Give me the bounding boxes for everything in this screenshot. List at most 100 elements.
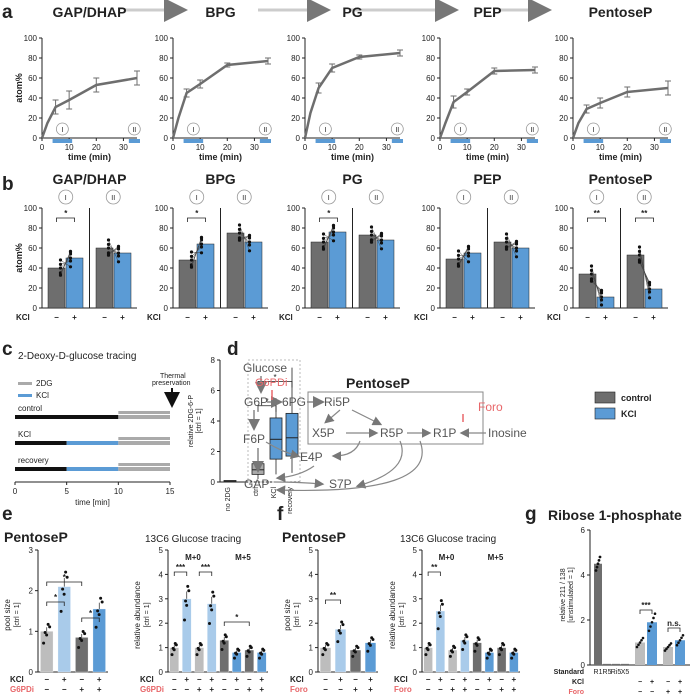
- panel-letter-d: d: [227, 339, 239, 360]
- d-node-r5p: R5P: [380, 426, 403, 440]
- a-xticklabel-3: 20: [490, 143, 499, 152]
- panel-letter-a: a: [2, 2, 13, 23]
- b-group-circle-4: [589, 189, 605, 205]
- g-bar-1: [647, 622, 657, 665]
- a-marker-circle-1: [186, 122, 200, 136]
- b-pair-line-2: [323, 225, 334, 249]
- f-left-inhib-sign-3: +: [368, 685, 373, 694]
- b-title-0: GAP/DHAP: [53, 171, 127, 187]
- c-row-label-0: control: [18, 404, 42, 413]
- e-left-sig1-bracket: [46, 601, 65, 606]
- e-left-yticklabel: 0: [29, 668, 34, 677]
- b-pair-line-4: [639, 262, 650, 284]
- a-stim-bar-ii-1: [259, 139, 271, 143]
- a-yticklabel-2: 20: [291, 114, 300, 123]
- e-right-yticklabel: 0: [159, 668, 164, 677]
- f-right-yticklabel: 1: [413, 644, 418, 653]
- f-right-dot-7: [510, 656, 514, 660]
- e-right-inhib-sign-7: +: [259, 685, 264, 694]
- f-left-ylabel: pool size: [283, 599, 292, 631]
- c-row-seg-1-2: [118, 441, 170, 445]
- e-right-inhib-sign-1: −: [184, 685, 189, 694]
- a-xlabel-0: time (min): [68, 152, 111, 162]
- g-row-standard: Standard: [554, 669, 584, 676]
- c-row-label-1: KCl: [18, 430, 31, 439]
- a-marker-label-1: II: [263, 127, 267, 134]
- a-yticklabel-3: 100: [422, 34, 436, 43]
- b-dot-1: [189, 254, 194, 258]
- b-dot-4: [647, 290, 652, 294]
- b-bar-2-0: [310, 241, 329, 309]
- e-right-kcl-sign-6: −: [247, 675, 252, 684]
- a-yticklabel-0: 20: [28, 114, 37, 123]
- b-row-label-2: KCl: [279, 313, 293, 322]
- b-sign-3-2: −: [500, 313, 505, 322]
- e-left-dot-3: [100, 600, 104, 604]
- c-row-seg-1-1: [66, 441, 119, 445]
- a-marker-label-0: II: [132, 127, 136, 134]
- b-group-label-1: I: [196, 195, 198, 202]
- b-dot-3: [456, 249, 461, 253]
- b-yticklabel-1: 20: [159, 284, 168, 293]
- d-arrow-x5p-e4p: [331, 440, 361, 461]
- b-bar-3-3: [511, 247, 530, 309]
- g-yticklabel: 0: [581, 661, 586, 670]
- a-xticklabel-1: 30: [250, 143, 259, 152]
- g-row-kcl: KCl: [572, 679, 584, 686]
- b-dot-2: [379, 241, 384, 245]
- b-pair-line-3: [506, 241, 517, 250]
- f-left-yticklabel: 3: [309, 595, 314, 604]
- f-left-dot-3: [368, 643, 372, 647]
- f-left-dot-2: [353, 650, 357, 654]
- b-dot-4: [637, 245, 642, 249]
- b-group-label-1: II: [242, 195, 246, 202]
- b-dot-0: [58, 262, 63, 266]
- e-right-kcl-sign-5: +: [234, 675, 239, 684]
- b-dot-4: [647, 281, 652, 285]
- c-box-category-1: ctrl: [253, 487, 260, 497]
- e-left-inhib-sign-2: +: [79, 685, 84, 694]
- a-yticklabel-4: 40: [559, 94, 568, 103]
- g-foro-sign-1: −: [650, 689, 654, 695]
- b-pair-line-2: [371, 233, 382, 243]
- a-xticklabel-0: 10: [65, 143, 74, 152]
- f-left-inhib-label: Foro: [290, 685, 308, 694]
- e-left-inhib-sign-1: −: [62, 685, 67, 694]
- a-xlabel-2: time (min): [331, 152, 374, 162]
- b-sig-bracket-1: [187, 217, 206, 222]
- a-series-line-4: [571, 86, 669, 139]
- b-sign-4-2: −: [633, 313, 638, 322]
- e-right-kcl-sign-1: +: [184, 675, 189, 684]
- c-timeline-ticklabel: 15: [166, 487, 175, 496]
- f-left-kcl-sign-1: +: [338, 675, 343, 684]
- panel-letter-e: e: [2, 504, 13, 525]
- e-left-yticklabel: 3: [29, 546, 34, 555]
- b-dot-2: [321, 232, 326, 236]
- g-dot-1: [647, 629, 651, 633]
- e-right-ylabel: relative abundance: [133, 581, 142, 649]
- b-yticklabel-1: 40: [159, 264, 168, 273]
- b-pair-line-1: [239, 235, 250, 241]
- a-yticklabel-3: 80: [426, 54, 435, 63]
- b-dot-3: [504, 240, 509, 244]
- b-dot-0: [68, 250, 73, 254]
- g-dot-1: [653, 612, 657, 615]
- f-right-kcl-sign-0: −: [426, 675, 431, 684]
- b-sig-label-4: **: [594, 209, 601, 218]
- b-dot-0: [58, 266, 63, 270]
- a-yticklabel-0: 0: [33, 134, 38, 143]
- b-dot-2: [331, 224, 336, 228]
- b-bar-2-3: [376, 239, 395, 309]
- c-row-seg-0-0: [15, 415, 119, 419]
- b-bar-0-2: [95, 247, 114, 309]
- f-right-inhib-sign-2: +: [450, 685, 455, 694]
- d-node-r1p: R1P: [433, 426, 456, 440]
- e-right-dot-6: [249, 646, 253, 650]
- c-box-2: [269, 417, 283, 460]
- b-yticklabel-2: 60: [291, 244, 300, 253]
- e-right-dot-1: [183, 618, 186, 622]
- f-right-yticklabel: 0: [413, 668, 418, 677]
- e-left-dot-0: [42, 641, 46, 645]
- f-right-dot-1: [440, 602, 444, 606]
- f-right-kcl-sign-5: +: [487, 675, 492, 684]
